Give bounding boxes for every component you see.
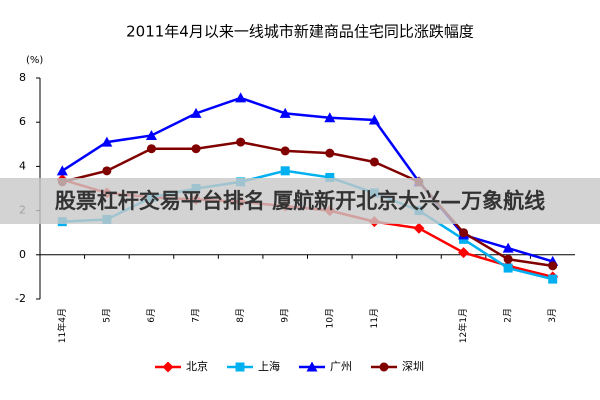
marker — [279, 107, 291, 118]
legend: 北京 上海 广州 深圳 — [155, 359, 424, 373]
chart-title: 2011年4月以来一线城市新建商品住宅同比涨跌幅度 — [126, 23, 474, 41]
x-tick-label: 5月 — [101, 308, 112, 323]
legend-label: 北京 — [186, 359, 208, 373]
x-tick-label: 2月 — [503, 308, 514, 323]
marker — [502, 242, 514, 253]
marker — [325, 172, 335, 182]
y-tick-label: -2 — [15, 292, 26, 305]
marker — [503, 254, 513, 264]
x-tick-label: 6月 — [146, 308, 157, 323]
marker — [548, 274, 558, 284]
marker — [235, 92, 247, 103]
marker — [145, 129, 157, 140]
marker — [236, 137, 246, 147]
x-tick-label: 11年4月 — [56, 308, 68, 343]
marker — [190, 107, 202, 118]
banner-background — [0, 178, 600, 224]
marker — [191, 144, 201, 154]
x-tick-label: 12年1月 — [457, 308, 469, 343]
x-tick-label: 9月 — [280, 308, 291, 323]
legend-marker — [306, 361, 318, 372]
marker — [369, 157, 379, 167]
legend-marker — [235, 362, 245, 372]
marker — [459, 228, 469, 238]
legend-label: 深圳 — [402, 360, 424, 373]
x-tick-label: 10月 — [324, 308, 335, 328]
y-axis-label: (%) — [26, 55, 43, 66]
marker — [324, 112, 336, 123]
x-tick-label: 11月 — [369, 308, 380, 328]
y-tick-label: 0 — [19, 248, 26, 261]
legend-label: 广州 — [330, 360, 352, 373]
y-tick-label: 6 — [19, 115, 26, 128]
y-tick-label: 4 — [19, 159, 26, 172]
marker — [413, 222, 425, 234]
x-tick-label: 7月 — [191, 308, 202, 323]
y-tick-label: 8 — [19, 71, 26, 84]
marker — [146, 144, 156, 154]
marker — [503, 263, 513, 273]
marker — [280, 166, 290, 176]
marker — [101, 136, 113, 147]
legend-label: 上海 — [258, 359, 280, 373]
marker — [325, 148, 335, 158]
series-line — [61, 140, 553, 268]
legend-marker — [162, 361, 174, 373]
marker — [458, 247, 470, 259]
x-tick-label: 8月 — [235, 308, 246, 323]
banner-text: 股票杠杆交易平台排名 厦航新开北京大兴—万象航线 — [55, 189, 545, 213]
marker — [368, 114, 380, 125]
marker — [548, 261, 558, 271]
marker — [56, 165, 68, 176]
marker — [102, 166, 112, 176]
marker — [280, 146, 290, 156]
legend-marker — [379, 362, 389, 372]
x-tick-label: 3月 — [547, 308, 558, 323]
